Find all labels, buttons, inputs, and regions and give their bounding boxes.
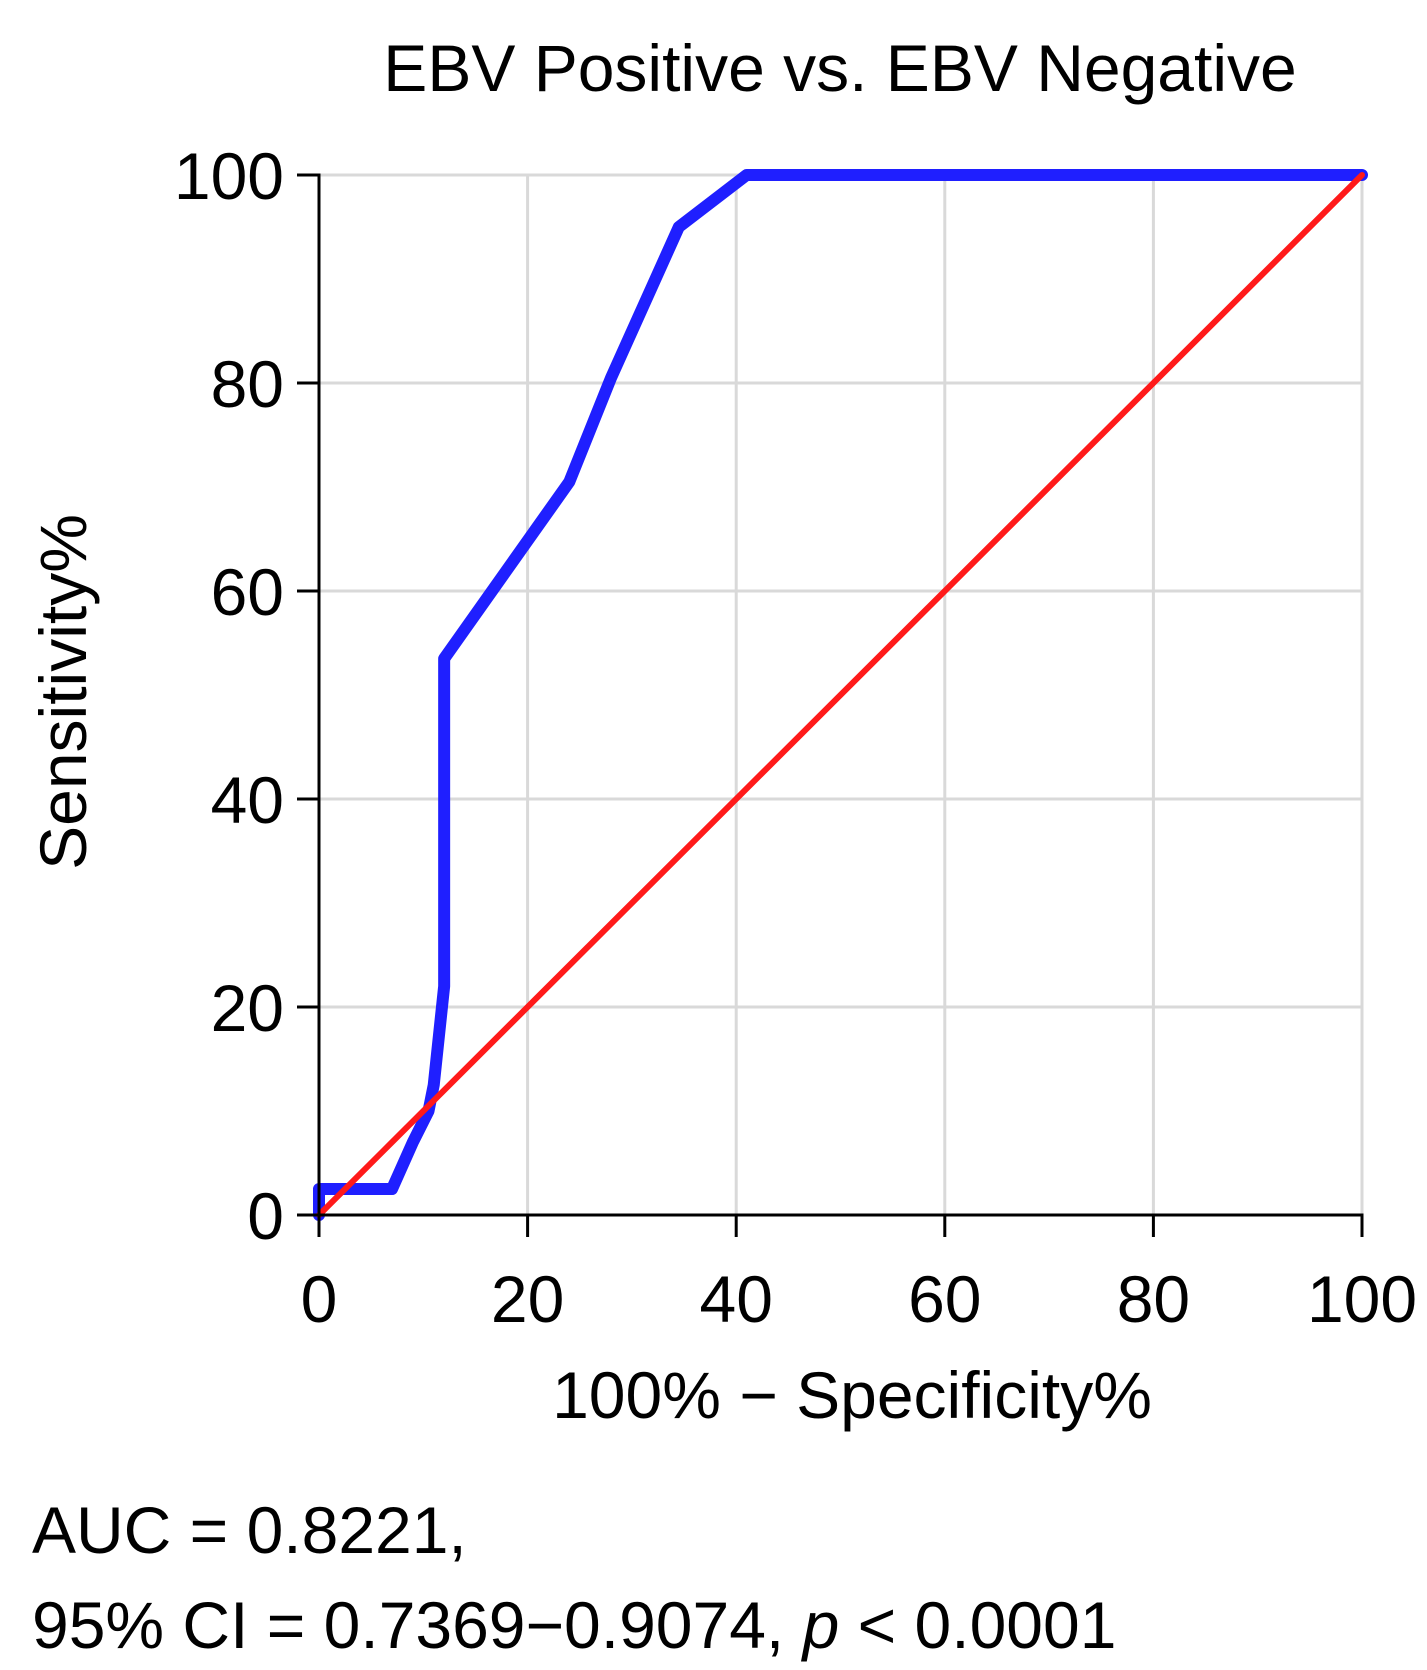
y-tick-label: 60 (211, 555, 284, 629)
x-tick-label: 60 (908, 1262, 981, 1336)
y-axis-label: Sensitivity% (26, 514, 100, 870)
ci-annotation: 95% CI = 0.7369−0.9074, p < 0.0001 (32, 1592, 1116, 1658)
y-tick-label: 80 (211, 347, 284, 421)
x-tick-label: 40 (699, 1262, 772, 1336)
y-tick-label: 20 (211, 971, 284, 1045)
ci-text: 95% CI = 0.7369−0.9074, (32, 1588, 803, 1662)
x-tick-label: 20 (491, 1262, 564, 1336)
y-tick-label: 40 (211, 763, 284, 837)
x-tick-label: 0 (301, 1262, 338, 1336)
reference-line (316, 172, 1365, 1218)
x-tick-label: 100 (1307, 1262, 1417, 1336)
auc-annotation: AUC = 0.8221, (32, 1493, 467, 1567)
p-symbol: p (802, 1588, 840, 1662)
y-tick-label: 100 (174, 139, 284, 213)
y-tick-label: 0 (247, 1179, 284, 1253)
series-layer (313, 169, 1368, 1221)
x-axis-label: 100% − Specificity% (552, 1358, 1152, 1432)
axes (317, 173, 1364, 1217)
roc-curve (313, 169, 1368, 1221)
tick-layer: 0 20 40 60 80 100 0 20 40 60 80 100 (174, 139, 1417, 1336)
x-tick-label: 80 (1117, 1262, 1190, 1336)
p-value-text: < 0.0001 (839, 1588, 1117, 1662)
chart-title: EBV Positive vs. EBV Negative (383, 31, 1296, 105)
